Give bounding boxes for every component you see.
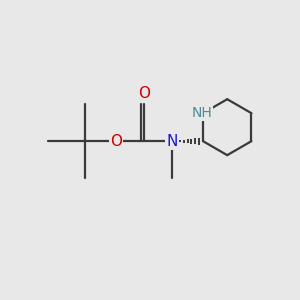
- Text: O: O: [110, 134, 122, 149]
- Text: N: N: [167, 134, 178, 149]
- Text: O: O: [138, 86, 150, 101]
- Text: NH: NH: [191, 106, 212, 120]
